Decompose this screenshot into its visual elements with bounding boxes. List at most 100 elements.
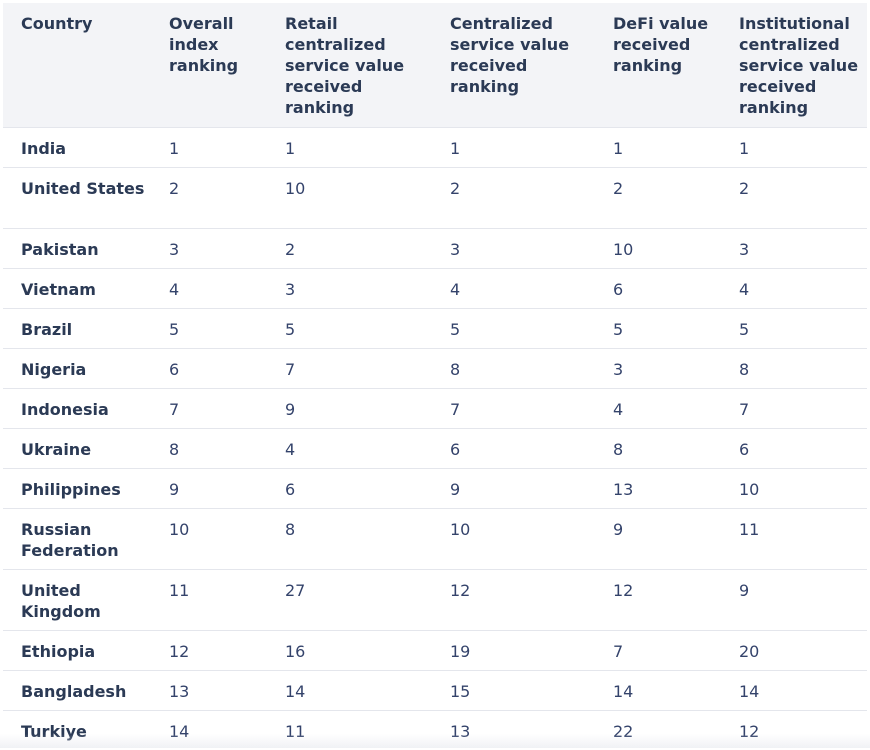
country-cell: Ukraine [3, 428, 151, 468]
ranking-cell: 10 [432, 508, 595, 569]
header-centralized-service-ranking: Centralized service value received ranki… [432, 3, 595, 127]
header-country: Country [3, 3, 151, 127]
ranking-cell: 10 [151, 508, 267, 569]
country-cell: Indonesia [3, 388, 151, 428]
ranking-cell: 12 [151, 630, 267, 670]
ranking-cell: 14 [595, 670, 721, 710]
ranking-cell: 4 [432, 268, 595, 308]
ranking-cell: 3 [595, 348, 721, 388]
ranking-cell: 1 [432, 127, 595, 167]
country-cell: Bangladesh [3, 670, 151, 710]
ranking-cell: 27 [267, 569, 432, 630]
ranking-cell: 11 [721, 508, 867, 569]
ranking-cell: 7 [721, 388, 867, 428]
ranking-cell: 7 [595, 630, 721, 670]
ranking-cell: 3 [151, 228, 267, 268]
ranking-cell: 13 [151, 670, 267, 710]
ranking-cell: 9 [721, 569, 867, 630]
header-defi-ranking: DeFi value received ranking [595, 3, 721, 127]
header-institutional-centralized-ranking: Institutional centralized service value … [721, 3, 867, 127]
ranking-cell: 12 [432, 569, 595, 630]
ranking-cell: 9 [432, 468, 595, 508]
ranking-cell: 9 [151, 468, 267, 508]
ranking-cell: 9 [595, 508, 721, 569]
ranking-cell: 16 [267, 630, 432, 670]
ranking-cell: 1 [267, 127, 432, 167]
ranking-cell: 7 [151, 388, 267, 428]
country-cell: Russian Federation [3, 508, 151, 569]
ranking-cell: 6 [151, 348, 267, 388]
ranking-cell: 8 [267, 508, 432, 569]
ranking-cell: 5 [721, 308, 867, 348]
table-header: Country Overall index ranking Retail cen… [3, 3, 867, 127]
ranking-cell: 4 [721, 268, 867, 308]
ranking-cell: 8 [151, 428, 267, 468]
ranking-cell: 20 [721, 630, 867, 670]
ranking-cell: 13 [595, 468, 721, 508]
ranking-table: Country Overall index ranking Retail cen… [3, 3, 867, 750]
ranking-cell: 2 [595, 167, 721, 228]
ranking-cell: 2 [721, 167, 867, 228]
ranking-cell: 6 [595, 268, 721, 308]
ranking-cell: 10 [267, 167, 432, 228]
ranking-cell: 4 [267, 428, 432, 468]
country-cell: Ethiopia [3, 630, 151, 670]
ranking-cell: 15 [432, 670, 595, 710]
header-row: Country Overall index ranking Retail cen… [3, 3, 867, 127]
ranking-cell: 4 [151, 268, 267, 308]
ranking-cell: 8 [432, 348, 595, 388]
ranking-cell: 2 [432, 167, 595, 228]
ranking-cell: 19 [432, 630, 595, 670]
country-cell: United States [3, 167, 151, 228]
ranking-cell: 12 [595, 569, 721, 630]
ranking-cell: 3 [267, 268, 432, 308]
ranking-cell: 10 [595, 228, 721, 268]
ranking-cell: 8 [595, 428, 721, 468]
ranking-cell: 1 [595, 127, 721, 167]
ranking-cell: 2 [151, 167, 267, 228]
ranking-cell: 7 [432, 388, 595, 428]
ranking-cell: 5 [432, 308, 595, 348]
country-cell: Nigeria [3, 348, 151, 388]
header-retail-centralized-ranking: Retail centralized service value receive… [267, 3, 432, 127]
ranking-cell: 1 [151, 127, 267, 167]
ranking-cell: 5 [267, 308, 432, 348]
ranking-cell: 1 [721, 127, 867, 167]
ranking-cell: 2 [267, 228, 432, 268]
ranking-cell: 14 [721, 670, 867, 710]
ranking-cell: 6 [267, 468, 432, 508]
country-cell: India [3, 127, 151, 167]
ranking-cell: 14 [267, 670, 432, 710]
country-cell: Pakistan [3, 228, 151, 268]
ranking-cell: 5 [151, 308, 267, 348]
header-overall-index-ranking: Overall index ranking [151, 3, 267, 127]
ranking-cell: 9 [267, 388, 432, 428]
bottom-fade [0, 734, 870, 748]
ranking-cell: 11 [151, 569, 267, 630]
ranking-cell: 8 [721, 348, 867, 388]
ranking-cell: 10 [721, 468, 867, 508]
country-cell: Vietnam [3, 268, 151, 308]
country-cell: Philippines [3, 468, 151, 508]
country-cell: Brazil [3, 308, 151, 348]
ranking-cell: 7 [267, 348, 432, 388]
ranking-cell: 6 [432, 428, 595, 468]
ranking-cell: 3 [721, 228, 867, 268]
ranking-table-container: Country Overall index ranking Retail cen… [3, 3, 867, 750]
ranking-cell: 5 [595, 308, 721, 348]
country-cell: United Kingdom [3, 569, 151, 630]
